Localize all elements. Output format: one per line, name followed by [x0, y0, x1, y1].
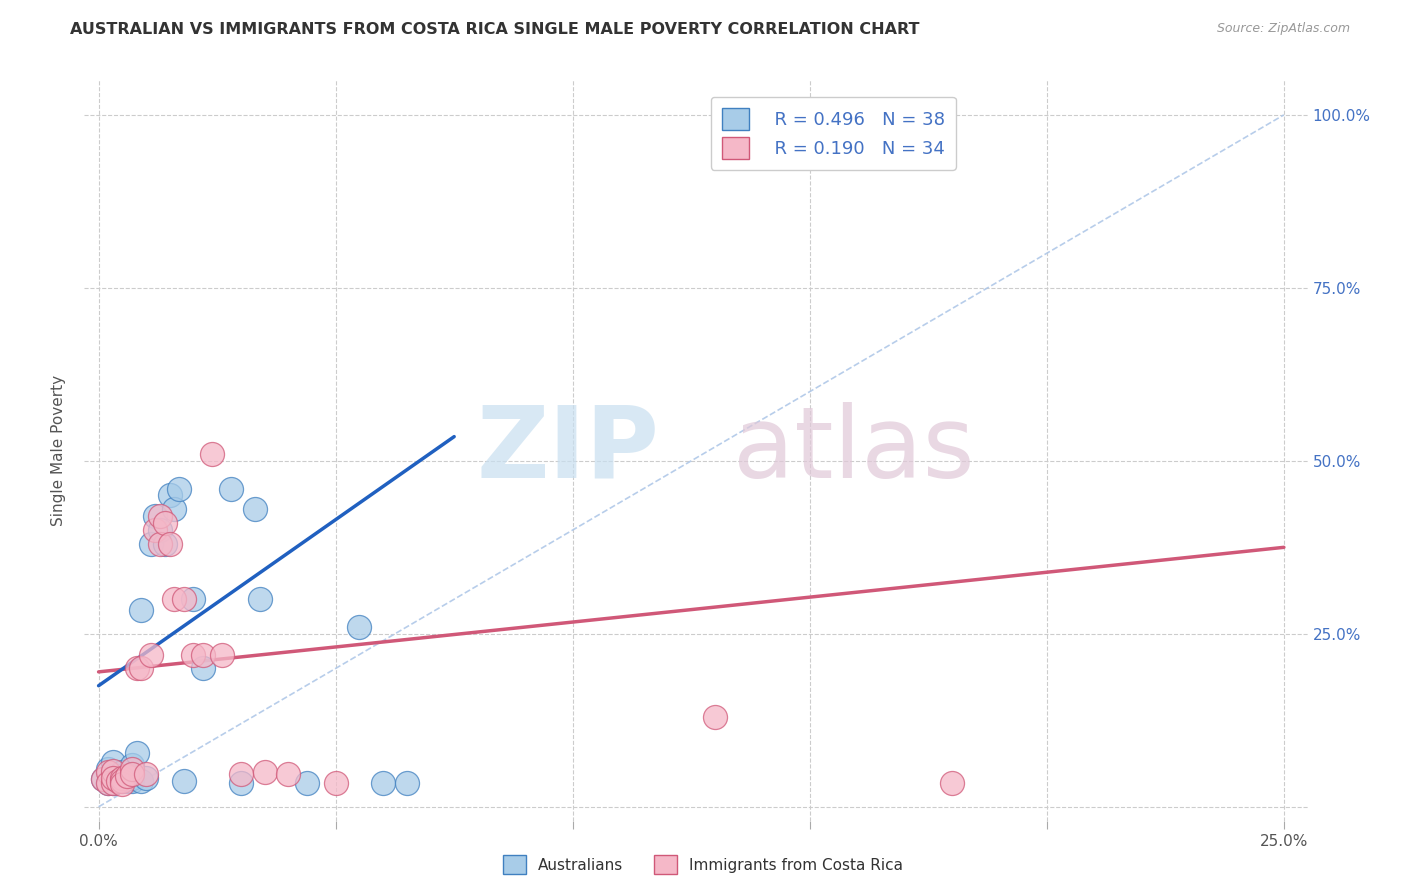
- Point: [145, 523, 167, 537]
- Point: [159, 537, 181, 551]
- Point: [349, 620, 371, 634]
- Point: [295, 775, 318, 789]
- Point: [153, 516, 176, 530]
- Text: atlas: atlas: [733, 402, 974, 499]
- Point: [167, 482, 190, 496]
- Point: [703, 710, 725, 724]
- Text: AUSTRALIAN VS IMMIGRANTS FROM COSTA RICA SINGLE MALE POVERTY CORRELATION CHART: AUSTRALIAN VS IMMIGRANTS FROM COSTA RICA…: [70, 22, 920, 37]
- Point: [163, 592, 186, 607]
- Point: [395, 775, 418, 789]
- Point: [139, 537, 162, 551]
- Point: [97, 775, 120, 789]
- Point: [325, 775, 347, 789]
- Point: [153, 537, 176, 551]
- Point: [107, 773, 129, 788]
- Point: [125, 661, 148, 675]
- Point: [111, 772, 134, 786]
- Point: [211, 648, 233, 662]
- Point: [97, 765, 120, 780]
- Point: [107, 769, 129, 783]
- Point: [121, 758, 143, 772]
- Point: [121, 771, 143, 785]
- Point: [201, 447, 224, 461]
- Point: [243, 502, 266, 516]
- Point: [111, 773, 134, 788]
- Point: [111, 771, 134, 785]
- Point: [97, 762, 120, 776]
- Point: [941, 775, 963, 789]
- Point: [121, 766, 143, 780]
- Point: [101, 764, 124, 778]
- Legend:   R = 0.496   N = 38,   R = 0.190   N = 34: R = 0.496 N = 38, R = 0.190 N = 34: [711, 96, 956, 169]
- Point: [101, 771, 124, 785]
- Point: [115, 771, 138, 785]
- Point: [135, 771, 157, 785]
- Point: [229, 775, 252, 789]
- Point: [173, 773, 195, 788]
- Point: [183, 592, 205, 607]
- Point: [111, 777, 134, 791]
- Point: [121, 773, 143, 788]
- Point: [115, 769, 138, 783]
- Point: [183, 648, 205, 662]
- Point: [163, 502, 186, 516]
- Point: [91, 772, 114, 786]
- Point: [91, 772, 114, 786]
- Point: [111, 773, 134, 788]
- Point: [191, 648, 214, 662]
- Legend: Australians, Immigrants from Costa Rica: Australians, Immigrants from Costa Rica: [496, 849, 910, 880]
- Point: [129, 602, 152, 616]
- Point: [115, 773, 138, 788]
- Point: [221, 482, 243, 496]
- Point: [371, 775, 394, 789]
- Point: [139, 648, 162, 662]
- Point: [253, 765, 276, 780]
- Point: [111, 765, 134, 780]
- Point: [101, 775, 124, 789]
- Point: [191, 661, 214, 675]
- Text: ZIP: ZIP: [477, 402, 659, 499]
- Point: [101, 775, 124, 789]
- Point: [149, 537, 172, 551]
- Point: [229, 766, 252, 780]
- Point: [173, 592, 195, 607]
- Point: [129, 661, 152, 675]
- Y-axis label: Single Male Poverty: Single Male Poverty: [51, 375, 66, 526]
- Point: [97, 775, 120, 789]
- Point: [129, 773, 152, 788]
- Point: [249, 592, 271, 607]
- Point: [145, 509, 167, 524]
- Point: [121, 762, 143, 776]
- Point: [149, 523, 172, 537]
- Point: [107, 773, 129, 788]
- Point: [135, 766, 157, 780]
- Point: [125, 746, 148, 760]
- Point: [277, 766, 299, 780]
- Point: [101, 769, 124, 783]
- Point: [149, 509, 172, 524]
- Text: Source: ZipAtlas.com: Source: ZipAtlas.com: [1216, 22, 1350, 36]
- Point: [101, 755, 124, 769]
- Point: [159, 488, 181, 502]
